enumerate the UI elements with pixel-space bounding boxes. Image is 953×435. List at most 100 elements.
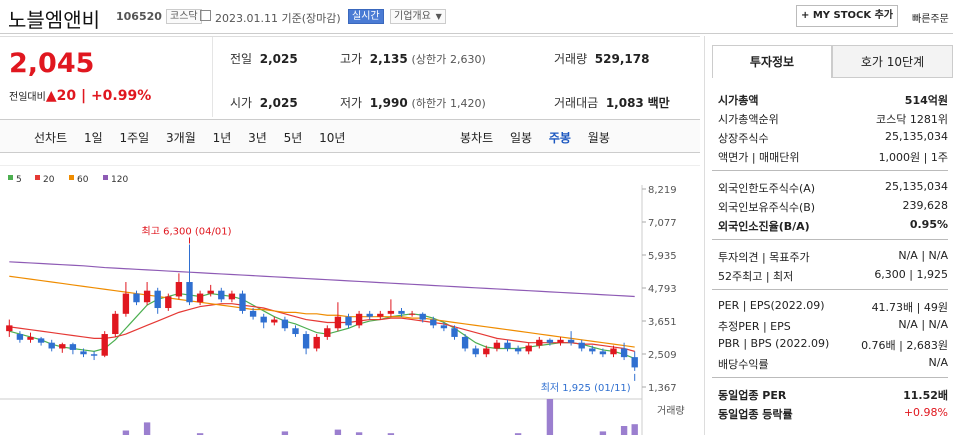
info-label: 동일업종 등락률 — [718, 408, 793, 421]
volume-bar — [546, 399, 554, 435]
period-1d[interactable]: 1일 — [83, 131, 103, 145]
candle-body — [366, 313, 373, 317]
volume-bar — [387, 433, 395, 435]
candle-body — [80, 351, 87, 355]
info-row: PBR | BPS (2022.09) 0.76배 | 2,683원 — [718, 337, 948, 355]
info-label: 추정PER | EPS — [718, 320, 791, 333]
candle-body — [589, 348, 596, 352]
company-overview-label: 기업개요 — [394, 11, 431, 22]
ma-line-20 — [9, 303, 635, 352]
candle-body — [377, 313, 384, 317]
line-chart-label: 선차트 — [34, 131, 68, 145]
info-label: PER | EPS(2022.09) — [718, 299, 825, 312]
quick-order-link[interactable]: 빠른주문 — [912, 14, 949, 25]
realtime-button[interactable]: 실시간 — [348, 9, 384, 24]
ma-line-60 — [9, 275, 635, 348]
add-mystock-button[interactable]: + MY STOCK 추가 — [796, 5, 898, 27]
candle-body — [133, 293, 140, 303]
candle-weekly[interactable]: 주봉 — [548, 131, 571, 145]
candle-body — [419, 313, 426, 320]
volume-bar — [281, 431, 289, 435]
tab-invest-info[interactable]: 투자정보 — [712, 45, 832, 78]
info-row: 동일업종 PER 11.52배 — [718, 387, 948, 405]
info-group-divider — [712, 239, 948, 240]
up-arrow-icon: ▲ — [45, 88, 57, 104]
candle-body — [546, 339, 554, 343]
candle-body — [196, 293, 204, 303]
info-group-divider — [712, 377, 948, 378]
candle-body — [271, 319, 278, 323]
candle-body — [599, 351, 607, 355]
candle-body — [281, 319, 289, 329]
info-value: 25,135,034 — [885, 180, 948, 193]
volume-bar — [599, 431, 607, 435]
candle-chart-label: 봉차트 — [460, 131, 494, 145]
candle-body — [334, 316, 342, 329]
change-label: 전일대비 — [9, 92, 46, 103]
candle-body — [324, 328, 331, 337]
info-value: 1,000원 | 1주 — [878, 151, 948, 164]
candle-body — [472, 348, 479, 355]
info-label: 액면가 | 매매단위 — [718, 151, 800, 164]
candle-body — [59, 344, 66, 349]
ma-line-120 — [9, 261, 635, 298]
stock-chart: 8,219 7,077 5,935 4,793 3,651 2,509 1,367 5 20 60… — [0, 165, 700, 435]
candle-body — [557, 339, 564, 343]
period-1w[interactable]: 1주일 — [119, 131, 150, 145]
candle-body — [345, 316, 352, 326]
candle-body — [514, 348, 522, 352]
info-row: 외국인보유주식수(B) 239,628 — [718, 199, 948, 217]
company-overview-dropdown[interactable]: 기업개요 ▼ — [390, 9, 446, 24]
legend-label: 60 — [77, 175, 89, 185]
y-tick-label: 3,651 — [648, 317, 677, 328]
current-price: 2,045 — [9, 48, 95, 79]
candle-body — [6, 325, 13, 332]
volume-label: 거래량 — [657, 405, 685, 417]
info-value: 0.95% — [909, 218, 948, 231]
candle-daily[interactable]: 일봉 — [509, 131, 533, 145]
period-1y[interactable]: 1년 — [212, 131, 232, 145]
candle-body — [16, 334, 24, 340]
candle-body — [239, 293, 246, 311]
candle-body — [631, 357, 638, 368]
candle-body — [165, 296, 172, 309]
candle-body — [37, 338, 45, 343]
candle-body — [610, 348, 617, 355]
candle-body — [249, 310, 257, 317]
period-10y[interactable]: 10년 — [319, 131, 346, 145]
market-badge: 코스닥 — [166, 9, 202, 24]
high-price: 고가 2,135 (상한가 2,630) — [340, 52, 486, 66]
tab-hoga-10[interactable]: 호가 10단계 — [832, 45, 953, 78]
info-group-divider — [712, 170, 948, 171]
change-percent: +0.99% — [90, 88, 152, 104]
candle-body — [122, 293, 130, 314]
info-value: N/A — [928, 356, 948, 369]
period-3y[interactable]: 3년 — [248, 131, 267, 145]
stock-name: 노블엠앤비 — [8, 8, 100, 32]
period-selector: 선차트 1일 1주일 3개월 1년 3년 5년 10년 — [34, 129, 358, 146]
info-label: 외국인소진율(B/A) — [718, 220, 810, 233]
quote-divider — [212, 37, 213, 117]
candle-monthly[interactable]: 월봉 — [587, 131, 610, 145]
info-group-divider — [712, 289, 948, 290]
info-label: 52주최고 | 최저 — [718, 270, 794, 283]
legend-swatch — [103, 175, 108, 180]
candle-body — [228, 293, 236, 300]
info-row: 외국인소진율(B/A) 0.95% — [718, 218, 948, 236]
volume-bar — [143, 422, 151, 435]
volume-bar — [631, 424, 638, 435]
candle-body — [143, 290, 151, 303]
y-tick-label: 2,509 — [648, 350, 677, 361]
candle-body — [313, 336, 320, 349]
y-tick-label: 4,793 — [648, 284, 677, 295]
header-divider — [0, 33, 953, 34]
candle-body — [48, 342, 55, 349]
candle-body — [154, 290, 161, 309]
trade-amount: 거래대금 1,083 백만 — [554, 96, 670, 110]
period-3m[interactable]: 3개월 — [166, 131, 196, 145]
candle-body — [398, 310, 405, 314]
info-value: N/A | N/A — [898, 318, 948, 331]
info-label: PBR | BPS (2022.09) — [718, 337, 830, 350]
period-5y[interactable]: 5년 — [283, 131, 303, 145]
info-tabs: 투자정보 호가 10단계 — [712, 45, 953, 79]
